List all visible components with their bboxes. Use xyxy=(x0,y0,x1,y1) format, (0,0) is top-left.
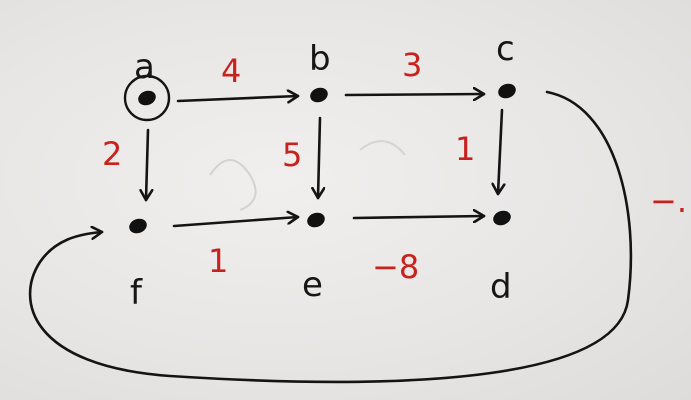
weight-c-f: −. xyxy=(650,182,687,220)
node-label-c: c xyxy=(496,29,515,69)
node-b-dot xyxy=(310,87,328,103)
background-smudge xyxy=(209,159,257,211)
node-label-b: b xyxy=(309,39,331,79)
weight-b-e: 5 xyxy=(282,136,302,174)
edge-b-e xyxy=(318,116,320,200)
weight-a-f: 2 xyxy=(102,135,122,173)
weight-e-d: −8 xyxy=(372,248,419,286)
node-e-dot xyxy=(307,212,325,228)
node-f-dot xyxy=(129,218,147,234)
source-ring xyxy=(123,74,171,122)
weight-b-c: 3 xyxy=(402,46,422,84)
node-d-dot xyxy=(493,210,511,226)
node-label-e: e xyxy=(302,265,323,305)
weight-f-e: 1 xyxy=(208,242,228,280)
edge-c-f xyxy=(28,90,633,384)
edge-b-c xyxy=(344,94,486,95)
edge-a-b xyxy=(176,96,300,101)
node-a-dot xyxy=(138,90,156,106)
edge-c-d xyxy=(498,108,502,196)
edge-e-d xyxy=(352,216,486,218)
node-c-dot xyxy=(498,83,516,99)
weight-a-b: 4 xyxy=(221,52,241,90)
node-label-d: d xyxy=(490,267,512,307)
background-smudge xyxy=(359,140,406,156)
edge-f-e xyxy=(172,217,300,228)
node-label-a: a xyxy=(134,47,155,87)
node-label-f: f xyxy=(130,273,143,313)
weight-c-d: 1 xyxy=(455,130,475,168)
edge-a-f xyxy=(146,128,148,202)
